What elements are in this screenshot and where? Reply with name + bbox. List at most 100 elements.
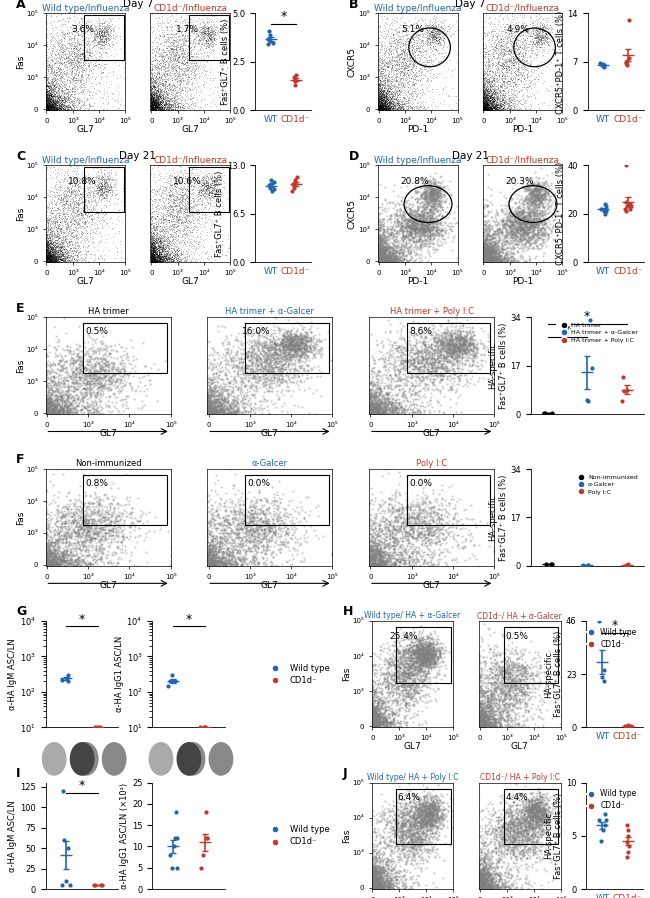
Point — [151, 246, 162, 260]
Point — [474, 699, 484, 713]
Point — [399, 667, 410, 682]
Point — [424, 689, 434, 703]
Point — [391, 244, 401, 259]
Point — [397, 660, 408, 674]
Point — [78, 46, 88, 60]
Point — [540, 799, 550, 814]
Point — [55, 40, 66, 54]
Point — [58, 84, 68, 98]
Point — [422, 506, 432, 521]
Point — [510, 831, 520, 845]
Point — [370, 806, 381, 821]
Point — [47, 90, 57, 104]
Point — [161, 212, 171, 226]
Point — [113, 530, 124, 544]
Point — [98, 186, 109, 200]
Point — [479, 102, 489, 117]
Point — [475, 714, 486, 728]
Point — [495, 707, 505, 721]
Point — [488, 870, 499, 885]
Point — [222, 554, 232, 568]
Point — [52, 239, 62, 253]
Point — [516, 210, 526, 224]
Point — [511, 75, 521, 90]
Point — [75, 22, 86, 36]
Point — [44, 232, 54, 246]
Point — [514, 216, 525, 231]
Point — [45, 243, 55, 258]
Point — [84, 349, 94, 364]
Point — [64, 95, 74, 110]
Point — [370, 714, 380, 728]
Point — [484, 878, 495, 893]
Point — [379, 240, 389, 254]
Point — [452, 364, 463, 378]
Point — [145, 212, 155, 226]
Point — [98, 22, 109, 37]
Point — [396, 216, 406, 230]
Point — [382, 243, 393, 258]
Point — [252, 550, 262, 564]
Point — [101, 339, 112, 353]
Point — [445, 337, 455, 351]
Point — [222, 371, 233, 385]
Point — [512, 820, 523, 834]
Point — [380, 248, 391, 262]
Point — [479, 66, 489, 81]
Point — [42, 236, 53, 251]
Point — [211, 546, 222, 560]
Point — [83, 498, 93, 513]
Point — [380, 526, 391, 541]
Point — [411, 656, 421, 671]
Point — [514, 29, 525, 43]
Point — [399, 84, 410, 99]
Point — [150, 98, 160, 112]
Point — [70, 103, 80, 118]
Point — [146, 254, 157, 269]
Point — [42, 205, 53, 219]
Point — [491, 38, 502, 52]
Point — [53, 540, 64, 554]
Point — [516, 830, 526, 844]
Point — [410, 829, 421, 843]
Point — [507, 233, 517, 247]
Point — [44, 401, 55, 416]
Point — [81, 558, 92, 572]
Point — [389, 541, 400, 556]
Point — [514, 206, 525, 220]
Point — [370, 704, 380, 718]
Point — [46, 89, 56, 103]
Point — [396, 219, 406, 233]
Point — [491, 94, 501, 109]
Point — [79, 96, 89, 110]
Point — [494, 701, 504, 716]
Point — [480, 242, 490, 256]
Point — [386, 46, 396, 60]
Point — [240, 378, 250, 392]
Point — [45, 91, 55, 105]
Point — [511, 41, 521, 56]
Point — [456, 337, 466, 351]
Point — [151, 231, 161, 245]
Point — [158, 29, 168, 43]
Point — [433, 349, 443, 364]
Point — [491, 90, 501, 104]
Point — [374, 98, 384, 112]
Point — [437, 654, 448, 668]
Point — [148, 226, 159, 241]
Point — [488, 82, 498, 96]
Point — [478, 248, 488, 262]
Point — [185, 251, 195, 266]
Point — [66, 199, 76, 214]
Point — [198, 30, 208, 44]
Point — [398, 682, 408, 697]
Point — [205, 179, 215, 193]
Point — [294, 348, 305, 363]
Point — [281, 342, 292, 357]
Point — [484, 720, 494, 735]
Point — [372, 44, 383, 58]
Point — [148, 254, 158, 269]
Point — [540, 665, 551, 679]
Point — [64, 31, 74, 46]
Point — [188, 71, 199, 85]
